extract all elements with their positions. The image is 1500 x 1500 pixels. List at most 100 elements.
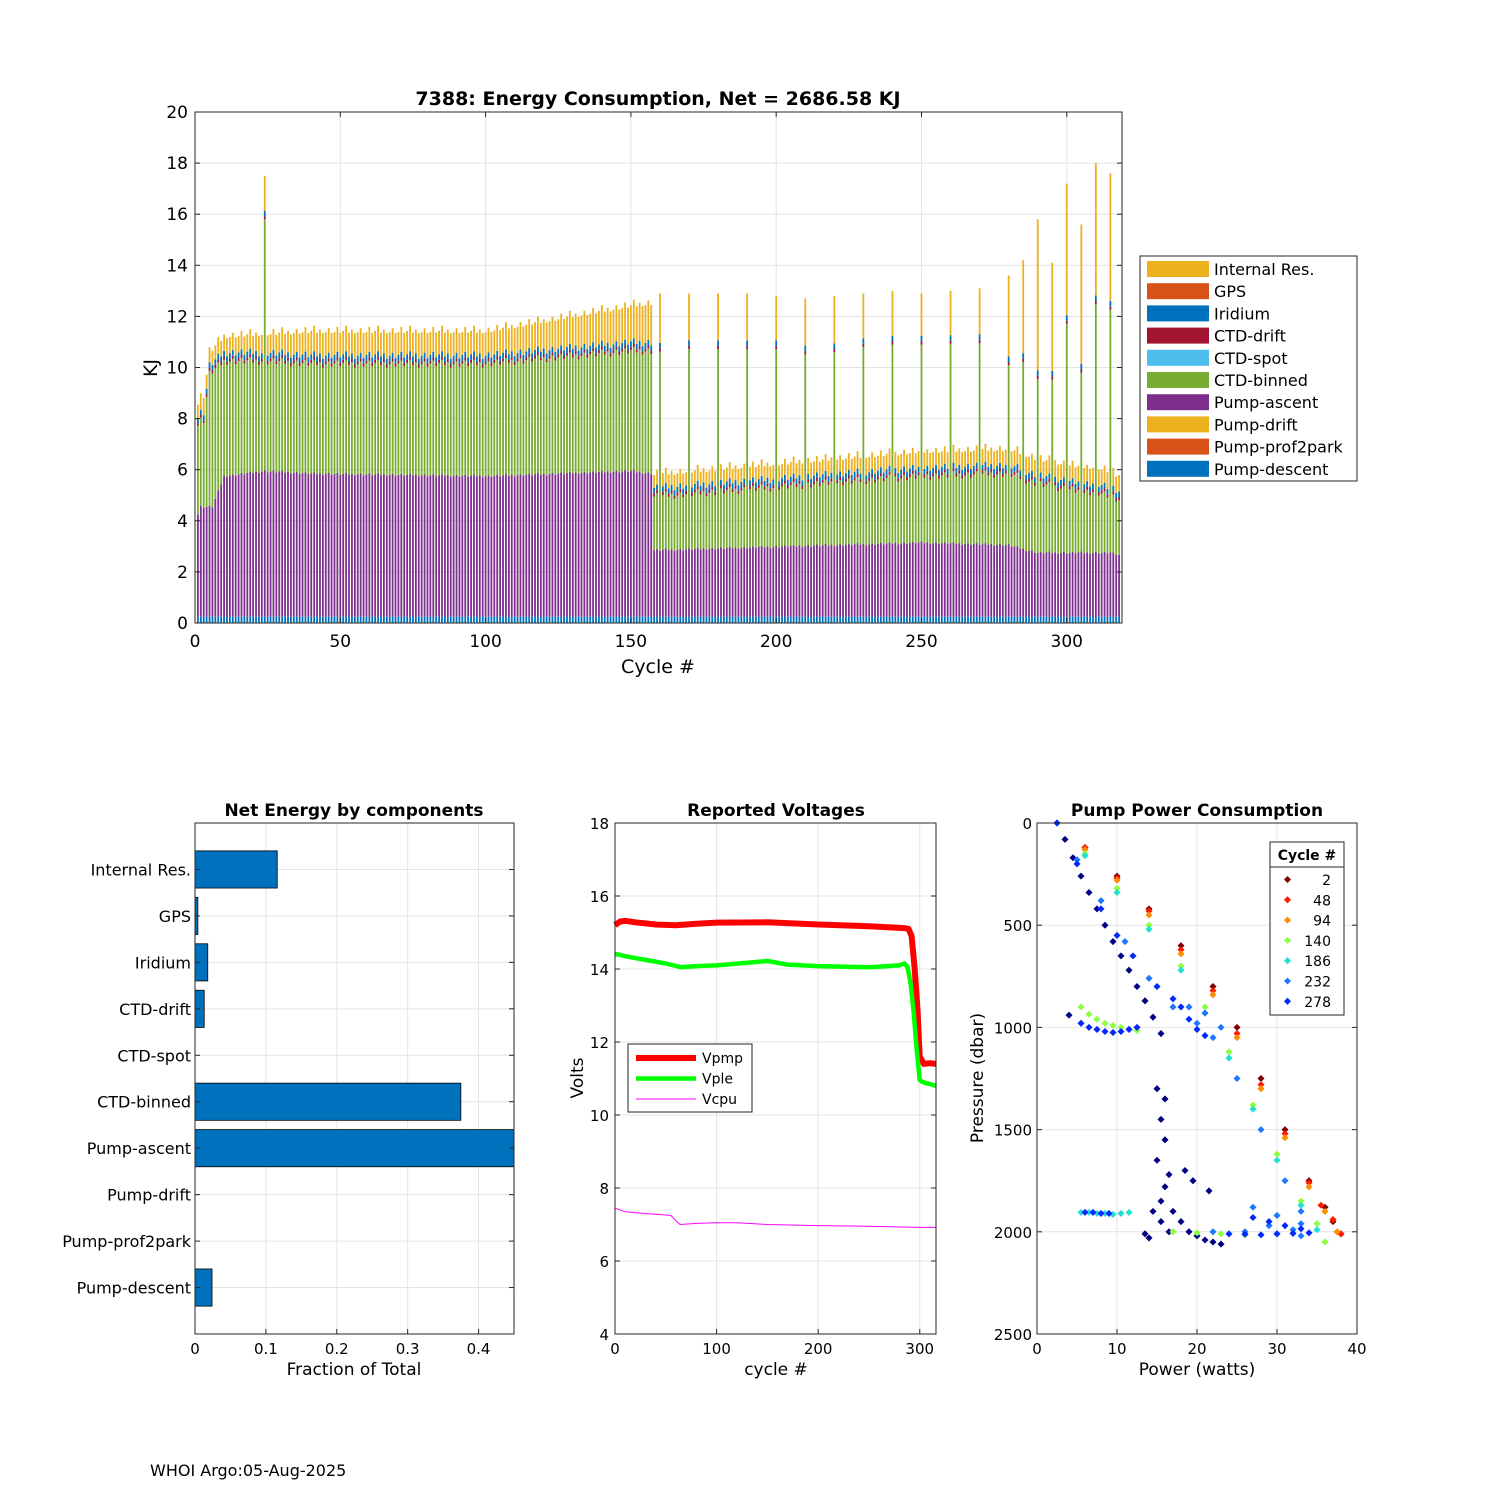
energy-bar-internal-res-c150: [629, 305, 632, 342]
energy-bar-pump-ascent-c83: [435, 476, 438, 617]
energy-bar-iridium-c108: [507, 354, 510, 361]
energy-bar-pump-descent-c230: [862, 616, 865, 623]
energy-bar-pump-ascent-c251: [923, 543, 926, 617]
energy-bar-iridium-c68: [391, 352, 394, 359]
energy-bar-iridium-c1: [197, 418, 199, 424]
energy-bar-pump-descent-c13: [231, 616, 234, 623]
energy-bar-pump-ascent-c214: [815, 544, 818, 617]
energy-bar-internal-res-c310: [1094, 163, 1097, 296]
energy-ytick-label: 0: [177, 614, 188, 634]
energy-bar-internal-res-c154: [641, 306, 644, 347]
energy-bar-internal-res-c24: [263, 175, 266, 211]
energy-bar-ctd-drift-c260: [949, 340, 952, 344]
energy-bar-pump-ascent-c252: [926, 542, 929, 617]
energy-bar-iridium-c85: [441, 351, 443, 357]
energy-bar-internal-res-c42: [316, 332, 318, 357]
energy-bar-pump-descent-c232: [868, 616, 871, 623]
energy-bar-ctd-binned-c268: [972, 474, 975, 545]
energy-bar-internal-res-c275: [993, 451, 996, 470]
energy-bar-internal-res-c145: [615, 305, 618, 342]
energy-bar-pump-ascent-c165: [673, 550, 676, 617]
energy-bar-pump-descent-c96: [473, 616, 475, 623]
components-category-label: CTD-binned: [97, 1093, 191, 1112]
energy-bar-pump-descent-c229: [859, 616, 862, 623]
energy-legend-label-8: Pump-prof2park: [1214, 438, 1344, 457]
energy-bar-internal-res-c119: [539, 322, 542, 352]
energy-bar-iridium-c311: [1097, 486, 1100, 493]
energy-bar-internal-res-c209: [801, 463, 804, 481]
energy-bar-ctd-drift-c181: [720, 485, 722, 489]
energy-bar-ctd-binned-c173: [696, 489, 699, 548]
energy-bar-pump-descent-c117: [534, 616, 536, 623]
energy-bar-pump-descent-c38: [304, 616, 307, 623]
energy-bar-internal-res-c55: [353, 333, 356, 359]
energy-bar-iridium-c41: [313, 351, 316, 357]
energy-bar-iridium-c186: [734, 480, 737, 486]
energy-bar-pump-ascent-c212: [810, 546, 812, 617]
energy-bar-ctd-binned-c262: [955, 476, 958, 545]
energy-bar-iridium-c214: [815, 472, 818, 478]
energy-bar-iridium-c124: [554, 351, 557, 358]
energy-bar-ctd-binned-c59: [365, 363, 368, 475]
energy-bar-ctd-binned-c66: [385, 367, 388, 476]
energy-bar-iridium-c65: [382, 353, 385, 360]
energy-bar-iridium-c19: [249, 348, 252, 355]
energy-bar-ctd-binned-c131: [574, 354, 577, 473]
energy-bar-pump-ascent-c89: [452, 475, 455, 617]
energy-bar-pump-descent-c248: [914, 616, 917, 623]
energy-bar-ctd-drift-c7: [214, 364, 217, 369]
energy-bar-ctd-binned-c137: [592, 351, 595, 472]
energy-bar-pump-ascent-c272: [984, 543, 987, 617]
energy-bar-ctd-drift-c249: [917, 472, 920, 476]
components-category-label: Pump-drift: [107, 1186, 191, 1205]
energy-bar-internal-res-c251: [923, 452, 926, 469]
energy-bar-pump-descent-c237: [882, 616, 885, 623]
energy-bar-iridium-c146: [618, 346, 621, 352]
energy-bar-ctd-binned-c226: [850, 483, 853, 546]
energy-bar-pump-ascent-c12: [228, 475, 231, 617]
energy-bar-pump-descent-c184: [728, 616, 731, 623]
energy-bar-iridium-c149: [627, 344, 629, 351]
energy-bar-ctd-drift-c229: [859, 479, 862, 483]
energy-bar-pump-descent-c301: [1068, 616, 1071, 623]
energy-bar-ctd-binned-c241: [894, 476, 897, 543]
energy-bar-internal-res-c4: [205, 374, 208, 389]
energy-bar-ctd-binned-c117: [534, 358, 536, 475]
energy-bar-ctd-drift-c205: [789, 482, 792, 486]
energy-bar-internal-res-c1: [197, 404, 199, 419]
energy-bar-pump-descent-c243: [900, 616, 903, 623]
energy-bar-iridium-c148: [624, 339, 626, 346]
energy-bar-iridium-c92: [461, 354, 464, 361]
energy-bar-internal-res-c187: [737, 469, 740, 486]
energy-chart-bars: [197, 163, 1120, 623]
energy-bar-ctd-drift-c272: [984, 467, 987, 471]
voltage-chart-xlabel: cycle #: [744, 1360, 808, 1380]
energy-bar-iridium-c317: [1115, 492, 1118, 499]
energy-bar-ctd-binned-c317: [1115, 501, 1118, 555]
energy-bar-iridium-c267: [969, 469, 972, 475]
energy-bar-pump-descent-c40: [310, 616, 313, 623]
energy-bar-pump-descent-c159: [656, 616, 658, 623]
energy-bar-ctd-binned-c98: [478, 362, 481, 476]
energy-bar-pump-ascent-c155: [644, 473, 647, 617]
energy-bar-pump-descent-c55: [353, 616, 356, 623]
energy-bar-pump-descent-c276: [996, 616, 998, 623]
energy-bar-pump-descent-c210: [804, 616, 807, 623]
energy-bar-internal-res-c188: [740, 467, 743, 482]
energy-bar-ctd-drift-c299: [1062, 482, 1065, 487]
energy-bar-internal-res-c288: [1031, 453, 1033, 471]
energy-bar-internal-res-c228: [856, 451, 859, 469]
energy-bar-pump-ascent-c311: [1097, 553, 1100, 617]
voltage-ytick-label: 8: [599, 1180, 609, 1198]
energy-bar-iridium-c263: [958, 464, 961, 471]
energy-bar-pump-ascent-c182: [722, 548, 725, 617]
energy-bar-ctd-drift-c191: [749, 486, 751, 490]
energy-bar-pump-descent-c82: [432, 616, 435, 623]
energy-bar-pump-descent-c317: [1115, 616, 1118, 623]
energy-bar-internal-res-c108: [507, 328, 510, 355]
energy-bar-ctd-binned-c20: [252, 362, 255, 473]
energy-bar-ctd-binned-c203: [784, 483, 786, 546]
energy-bar-ctd-binned-c136: [589, 354, 592, 473]
energy-bar-iridium-c229: [859, 473, 862, 480]
energy-bar-ctd-drift-c79: [423, 358, 426, 362]
